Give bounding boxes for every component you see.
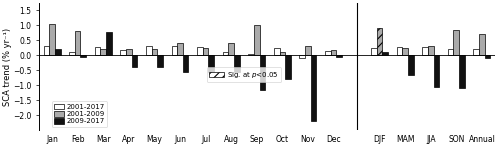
Bar (285, 55, 291, 79)
Bar (448, 49, 454, 55)
Bar (484, 55, 490, 58)
Bar (382, 52, 388, 55)
Bar (454, 30, 459, 55)
Bar (371, 48, 376, 55)
Bar (479, 34, 484, 55)
Bar (280, 52, 285, 55)
Bar (376, 28, 382, 55)
Bar (100, 49, 106, 55)
Bar (248, 54, 254, 55)
Bar (428, 46, 434, 55)
Bar (408, 55, 414, 75)
Bar (55, 49, 60, 55)
Bar (260, 55, 265, 90)
Bar (234, 55, 239, 72)
Bar (300, 55, 305, 58)
Bar (325, 51, 330, 55)
Bar (274, 48, 280, 55)
Bar (132, 55, 138, 67)
Bar (50, 24, 55, 55)
Bar (222, 52, 228, 55)
Bar (208, 55, 214, 72)
Bar (69, 52, 75, 55)
Bar (75, 31, 80, 55)
Bar (152, 49, 157, 55)
Bar (330, 50, 336, 55)
Bar (396, 47, 402, 55)
Bar (95, 47, 100, 55)
Bar (120, 50, 126, 55)
Bar (228, 43, 234, 55)
Bar (422, 47, 428, 55)
Bar (126, 49, 132, 55)
Legend: Sig. at $p$<0.05: Sig. at $p$<0.05 (206, 67, 282, 82)
Bar (177, 43, 183, 55)
Bar (197, 47, 203, 55)
Bar (336, 55, 342, 57)
Bar (305, 46, 310, 55)
Bar (310, 55, 316, 121)
Bar (172, 46, 177, 55)
Bar (146, 46, 152, 55)
Bar (254, 25, 260, 55)
Bar (434, 55, 439, 87)
Bar (80, 55, 86, 57)
Y-axis label: SCA trend (% yr⁻¹): SCA trend (% yr⁻¹) (3, 27, 12, 106)
Bar (44, 46, 50, 55)
Bar (402, 48, 408, 55)
Bar (474, 49, 479, 55)
Bar (106, 32, 112, 55)
Bar (203, 48, 208, 55)
Bar (157, 55, 163, 67)
Bar (183, 55, 188, 72)
Bar (459, 55, 464, 88)
